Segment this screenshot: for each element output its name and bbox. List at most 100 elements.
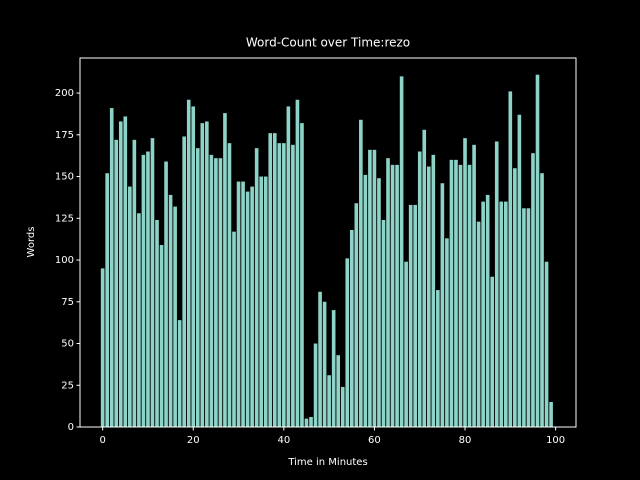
bar [300, 123, 304, 427]
bar [449, 159, 454, 427]
bar [381, 219, 386, 427]
bar [336, 355, 341, 427]
bar [150, 138, 155, 428]
bar [517, 114, 522, 428]
bar [109, 108, 114, 427]
bar [359, 119, 363, 427]
bar [499, 201, 504, 427]
bar [272, 133, 277, 427]
bar [236, 181, 241, 427]
bar [164, 161, 168, 427]
bar [309, 416, 313, 427]
bar [114, 139, 119, 427]
bar [490, 276, 495, 427]
bar [182, 136, 186, 428]
y-tick-label: 75 [61, 297, 74, 308]
bar [331, 310, 336, 427]
y-tick-label: 175 [55, 130, 74, 141]
bar [245, 191, 250, 427]
bar [232, 231, 236, 427]
bar [118, 121, 123, 427]
bar [522, 208, 526, 427]
bar [526, 208, 531, 427]
y-axis-label: Words [26, 227, 37, 258]
bar [503, 201, 508, 427]
bar [431, 154, 436, 428]
bar [177, 320, 182, 427]
bar [408, 204, 413, 427]
bar [318, 291, 322, 427]
x-tick-label: 20 [187, 435, 200, 446]
plot-area [100, 74, 553, 428]
x-tick-label: 80 [459, 435, 472, 446]
x-tick-label: 0 [99, 435, 105, 446]
bar [395, 164, 399, 427]
bar [422, 129, 427, 427]
bar [508, 91, 513, 427]
y-tick-label: 0 [68, 422, 74, 433]
bar [481, 201, 485, 427]
axes-frame [79, 57, 577, 428]
x-tick-label: 100 [546, 435, 565, 446]
bar [195, 148, 200, 427]
bar [494, 141, 499, 427]
bar [440, 183, 445, 427]
bar [123, 116, 128, 428]
y-tick-label: 100 [55, 255, 74, 266]
chart-title: Word-Count over Time:rezo [246, 36, 410, 50]
bar [426, 166, 431, 427]
y-tick-label: 150 [55, 172, 74, 183]
bar [168, 194, 173, 427]
bar [291, 144, 295, 427]
bar [340, 386, 345, 427]
bar [250, 186, 254, 427]
bar [313, 343, 318, 427]
bar [128, 186, 132, 427]
bar [354, 203, 359, 427]
bar [304, 418, 309, 427]
bar [241, 181, 245, 427]
bar [173, 206, 177, 427]
bar [209, 154, 214, 428]
bar [327, 375, 331, 427]
bar [146, 151, 150, 427]
bar [535, 74, 540, 427]
bar [531, 153, 535, 428]
bar [295, 99, 300, 428]
bar [137, 213, 141, 427]
bar [214, 158, 218, 427]
bar [458, 164, 463, 427]
bar [191, 106, 196, 428]
bar [268, 133, 273, 427]
bar [186, 99, 191, 428]
x-tick-label: 40 [277, 435, 290, 446]
y-tick-label: 50 [61, 339, 74, 350]
x-tick-label: 60 [368, 435, 381, 446]
x-axis-label: Time in Minutes [287, 457, 367, 468]
bar [513, 168, 517, 427]
bar [141, 154, 146, 428]
bar [105, 173, 109, 427]
bar [155, 219, 159, 427]
y-tick-label: 125 [55, 213, 74, 224]
bar [454, 159, 458, 427]
bar [404, 261, 408, 427]
bar [277, 143, 282, 427]
bar [263, 176, 268, 427]
bar [259, 176, 263, 427]
bar [476, 221, 481, 427]
bar [472, 144, 476, 427]
bar [413, 204, 418, 427]
bar [485, 194, 490, 427]
bar [463, 138, 467, 428]
bar [386, 158, 390, 427]
bar [322, 301, 327, 427]
bar [377, 178, 381, 427]
bar [445, 238, 449, 427]
bar [254, 148, 259, 427]
bar [218, 158, 223, 427]
bar [349, 229, 354, 427]
bar [390, 164, 395, 427]
